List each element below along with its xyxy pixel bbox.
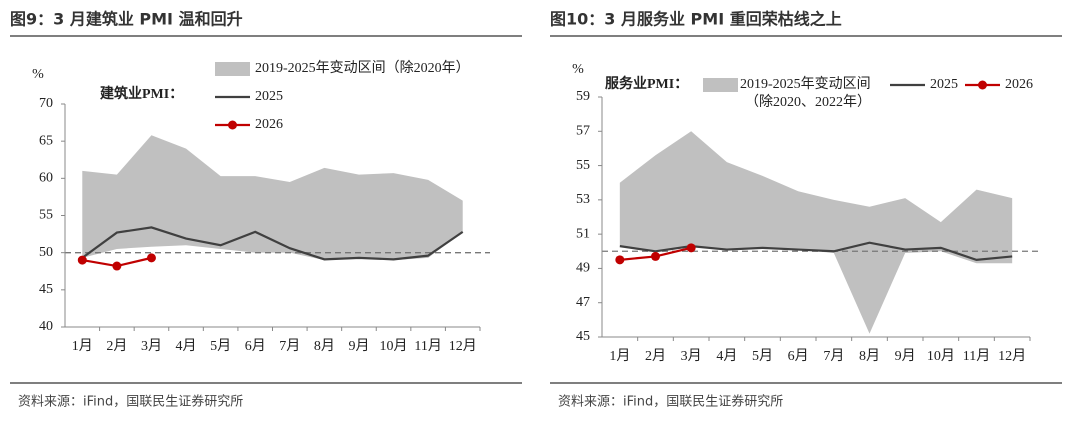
x-tick-label: 10月 (380, 338, 408, 354)
y-tick-label: 51 (576, 226, 590, 241)
y-tick-label: 53 (576, 192, 590, 207)
y-unit: % (572, 62, 584, 77)
series-point (651, 251, 660, 261)
x-tick-label: 5月 (752, 348, 773, 364)
legend-label: 2026 (255, 117, 283, 132)
legend-label: 2025 (255, 89, 283, 104)
y-tick-label: 55 (576, 158, 590, 173)
chart-title: 图10：3 月服务业 PMI 重回荣枯线之上 (550, 10, 842, 29)
x-tick-label: 6月 (245, 338, 266, 354)
x-tick-label: 11月 (963, 348, 990, 364)
x-tick-label: 3月 (141, 338, 162, 354)
chart-title: 图9：3 月建筑业 PMI 温和回升 (10, 10, 243, 29)
series-line (81, 226, 464, 261)
y-tick-label: 55 (39, 208, 53, 223)
y-unit: % (32, 67, 44, 82)
x-tick-label: 8月 (314, 338, 335, 354)
y-tick-label: 57 (576, 124, 590, 139)
chart-panel: 图9：3 月建筑业 PMI 温和回升% 40 45 50 55 60 65 70 1月 2月 3月 4… (10, 10, 522, 410)
source-note: 资料来源：iFind，国联民生证券研究所 (558, 394, 783, 410)
series-label: 服务业PMI： (605, 75, 688, 92)
legend-label: 2025 (930, 77, 958, 92)
series-point (686, 243, 696, 253)
range-band (619, 131, 1013, 334)
legend-label: 2026 (1005, 77, 1033, 92)
x-tick-label: 9月 (348, 338, 369, 354)
series-label: 建筑业PMI： (100, 85, 183, 102)
x-tick-label: 8月 (859, 348, 880, 364)
x-tick-label: 1月 (609, 348, 630, 364)
legend-marker (228, 120, 237, 130)
series-point (146, 253, 156, 263)
x-tick-label: 4月 (716, 348, 737, 364)
range-band (82, 135, 463, 261)
x-tick-label: 2月 (645, 348, 666, 364)
legend-label: 2019-2025年变动区间 (740, 76, 871, 92)
legend-note: （除2020、2022年） (745, 94, 871, 110)
series-line (619, 241, 1013, 261)
x-tick-label: 10月 (927, 348, 955, 364)
x-tick-label: 12月 (449, 338, 477, 354)
x-tick-label: 4月 (176, 338, 197, 354)
y-tick-label: 59 (576, 89, 590, 104)
y-tick-label: 45 (39, 282, 53, 297)
x-tick-label: 2月 (106, 338, 127, 354)
y-tick-label: 45 (576, 329, 590, 344)
chart-panel: 图10：3 月服务业 PMI 重回荣枯线之上% 45 47 49 51 53 55 57 59 1… (550, 10, 1062, 410)
y-tick-label: 40 (39, 319, 53, 334)
y-tick-label: 60 (39, 171, 53, 186)
y-tick-label: 65 (39, 133, 53, 148)
series-point (112, 261, 122, 271)
y-tick-label: 49 (576, 261, 590, 276)
x-tick-label: 1月 (72, 338, 93, 354)
series-point (77, 255, 87, 265)
x-tick-label: 7月 (279, 338, 300, 354)
x-tick-label: 3月 (681, 348, 702, 364)
x-tick-label: 9月 (895, 348, 916, 364)
x-tick-label: 11月 (414, 338, 441, 354)
legend-label: 2019-2025年变动区间（除2020年） (255, 60, 470, 76)
source-note: 资料来源：iFind，国联民生证券研究所 (18, 394, 243, 410)
y-tick-label: 50 (39, 245, 53, 260)
x-tick-label: 6月 (788, 348, 809, 364)
x-tick-label: 12月 (998, 348, 1026, 364)
series-point (615, 255, 625, 265)
y-tick-label: 47 (576, 295, 590, 310)
x-tick-label: 5月 (210, 338, 231, 354)
y-tick-label: 70 (39, 96, 53, 111)
x-tick-label: 7月 (823, 348, 844, 364)
legend-swatch (703, 78, 738, 92)
legend-swatch (215, 62, 250, 76)
legend-marker (978, 80, 987, 90)
